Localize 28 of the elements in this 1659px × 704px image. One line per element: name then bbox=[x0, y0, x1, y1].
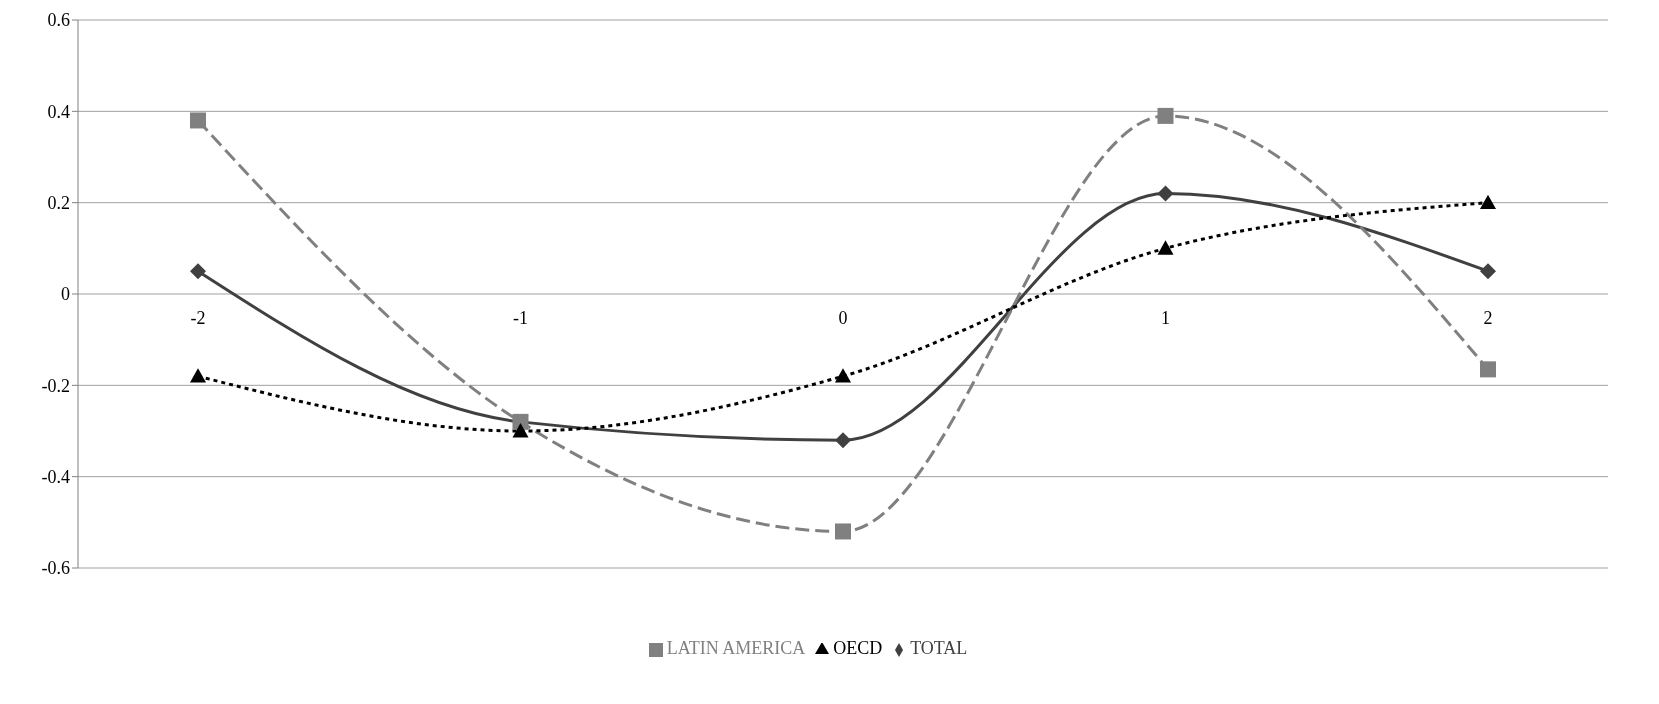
y-tick-label: 0 bbox=[61, 284, 70, 305]
point bbox=[190, 112, 206, 129]
x-tick-label: 2 bbox=[1483, 308, 1493, 328]
point bbox=[835, 432, 851, 449]
x-tick-label: 0 bbox=[838, 308, 848, 328]
legend-label: LATIN AMERICA bbox=[666, 638, 806, 658]
x-tick-label: -1 bbox=[513, 308, 528, 328]
x-tick-label: -2 bbox=[190, 308, 206, 328]
x-tick-label: 1 bbox=[1161, 308, 1170, 328]
point bbox=[190, 368, 206, 383]
point bbox=[1480, 263, 1496, 280]
point bbox=[1157, 185, 1174, 202]
y-tick-label: 0.4 bbox=[47, 101, 70, 122]
legend-label: OECD bbox=[833, 638, 883, 658]
point bbox=[1480, 361, 1496, 378]
y-tick-label: 0.2 bbox=[47, 193, 70, 214]
y-tick-label: -0.6 bbox=[41, 558, 70, 579]
y-tick-label: -0.4 bbox=[41, 467, 70, 488]
y-tick-label: -0.2 bbox=[41, 375, 70, 396]
point bbox=[512, 423, 529, 438]
point bbox=[190, 263, 206, 280]
point bbox=[835, 368, 851, 383]
legend-label: TOTAL bbox=[910, 638, 968, 658]
point bbox=[1480, 194, 1496, 210]
y-tick-label: 0.6 bbox=[47, 10, 70, 31]
point bbox=[835, 523, 851, 540]
point bbox=[1157, 107, 1174, 124]
point bbox=[1157, 240, 1174, 255]
